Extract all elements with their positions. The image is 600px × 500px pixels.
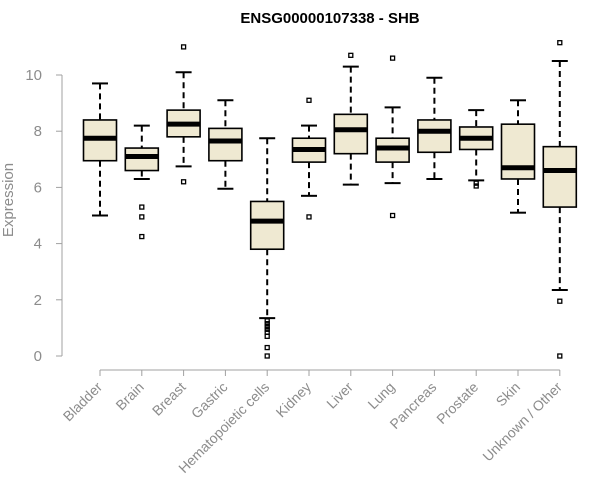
- iqr-box: [500, 123, 536, 180]
- outlier-point: [264, 333, 270, 339]
- y-axis-label: Expression: [0, 163, 17, 237]
- outlier-point: [139, 233, 145, 240]
- outlier-point: [389, 55, 396, 61]
- outlier-point: [180, 179, 187, 185]
- y-axis: 0 2 4 6 8 10: [25, 67, 63, 365]
- x-tick-label: Unknown / Other: [479, 379, 565, 465]
- outlier-point: [557, 353, 563, 359]
- box-pancreas: [417, 76, 452, 180]
- y-tick-label: 2: [34, 292, 42, 309]
- iqr-box: [542, 145, 578, 208]
- outlier-point: [264, 318, 270, 324]
- outlier-point: [264, 321, 270, 327]
- y-tick-label: 4: [34, 236, 42, 253]
- outlier-point: [180, 44, 187, 50]
- boxes-group: [82, 40, 578, 359]
- box-liver: [333, 52, 369, 186]
- box-prostate: [458, 109, 494, 189]
- y-tick-label: 6: [34, 179, 42, 196]
- outlier-point: [348, 52, 354, 58]
- iqr-box: [124, 147, 160, 172]
- x-tick-label: Brain: [112, 379, 146, 413]
- box-kidney: [291, 97, 327, 220]
- chart-title: ENSG00000107338 - SHB: [240, 10, 419, 27]
- y-tick-label: 8: [34, 123, 42, 140]
- outlier-point: [139, 214, 145, 220]
- outlier-point: [473, 180, 479, 186]
- x-tick-label: Skin: [493, 379, 524, 410]
- box-bladder: [82, 82, 118, 217]
- outlier-point: [264, 344, 270, 351]
- x-tick-label: Breast: [149, 379, 189, 419]
- box-unknown-other: [542, 40, 578, 359]
- outlier-point: [389, 212, 396, 219]
- box-gastric: [208, 99, 243, 190]
- y-tick-label: 0: [34, 348, 42, 365]
- iqr-box: [417, 119, 452, 154]
- outlier-point: [557, 298, 563, 304]
- outlier-point: [264, 326, 270, 332]
- box-breast: [166, 44, 201, 185]
- outlier-point: [306, 97, 312, 103]
- outlier-point: [264, 323, 270, 330]
- box-skin: [500, 99, 536, 214]
- outlier-point: [557, 40, 563, 46]
- outlier-point: [264, 329, 270, 335]
- iqr-box: [208, 127, 243, 162]
- outlier-point: [264, 353, 270, 359]
- outlier-point: [473, 183, 479, 189]
- x-tick-label: Kidney: [273, 379, 315, 421]
- outlier-point: [306, 214, 312, 220]
- x-tick-label: Liver: [323, 379, 356, 412]
- box-lung: [375, 55, 410, 219]
- iqr-box: [249, 200, 285, 251]
- box-brain: [124, 124, 160, 240]
- x-tick-label: Prostate: [433, 379, 481, 427]
- outlier-point: [139, 204, 145, 210]
- box-hematopoietic-cells: [249, 137, 285, 359]
- iqr-box: [333, 113, 369, 155]
- y-tick-label: 10: [25, 67, 42, 84]
- x-tick-label: Lung: [364, 379, 397, 412]
- x-tick-label: Bladder: [60, 379, 106, 425]
